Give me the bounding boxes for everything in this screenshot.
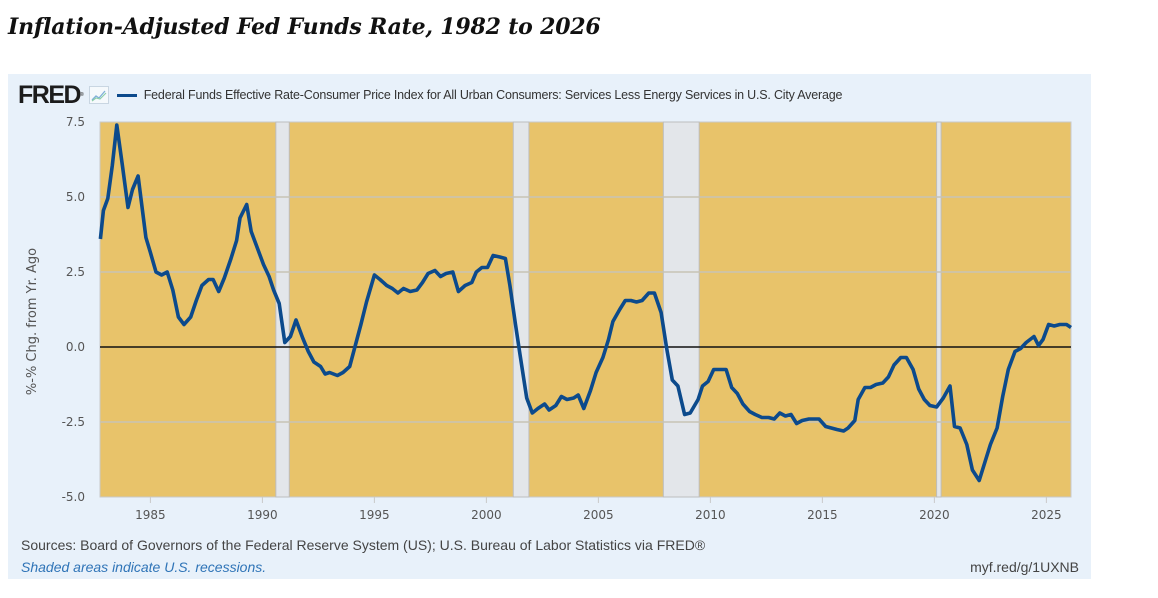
y-tick-label: 5.0 <box>66 190 85 204</box>
x-tick-label: 1985 <box>135 508 166 522</box>
sources-text: Sources: Board of Governors of the Feder… <box>21 537 706 553</box>
y-tick-label: -2.5 <box>62 415 85 429</box>
y-tick-label: 2.5 <box>66 265 85 279</box>
recession-band <box>512 121 530 498</box>
short-link[interactable]: myf.red/g/1UXNB <box>970 559 1079 575</box>
y-tick-label: 0.0 <box>66 340 85 354</box>
x-tick-label: 2025 <box>1031 508 1062 522</box>
recession-note: Shaded areas indicate U.S. recessions. <box>21 559 267 575</box>
legend-label: Federal Funds Effective Rate-Consumer Pr… <box>143 88 843 102</box>
plot-area: -5.0 -2.5 0.0 2.5 5.0 7.5 1985 1990 1995 2000 200… <box>25 115 1072 522</box>
legend-swatch <box>116 93 137 97</box>
fred-logo[interactable]: FRED® <box>18 82 84 108</box>
recession-band <box>662 121 700 498</box>
x-tick-label: 1990 <box>247 508 278 522</box>
page-title: Inflation-Adjusted Fed Funds Rate, 1982 … <box>8 14 601 40</box>
x-tick-label: 2005 <box>583 508 614 522</box>
recession-band <box>275 121 290 498</box>
x-tick-label: 2015 <box>807 508 838 522</box>
fred-logo-mark: ® <box>80 92 84 98</box>
series-line[interactable] <box>98 123 1072 483</box>
y-tick-label: -5.0 <box>62 490 85 504</box>
fred-logo-text: FRED <box>18 81 82 109</box>
line-chart-icon[interactable] <box>88 86 109 104</box>
plot-background <box>99 121 1072 498</box>
y-axis-title: %-% Chg. from Yr. Ago <box>25 248 40 395</box>
x-tick-label: 2010 <box>695 508 726 522</box>
x-tick-label: 2020 <box>919 508 950 522</box>
recession-band <box>936 121 942 498</box>
fred-chart-card: FRED® Federal Funds Effective Rate-Consu… <box>8 74 1091 579</box>
x-tick-label: 1995 <box>359 508 390 522</box>
x-tick-label: 2000 <box>471 508 502 522</box>
chart-header: FRED® Federal Funds Effective Rate-Consu… <box>18 82 842 108</box>
y-tick-label: 7.5 <box>66 115 85 129</box>
